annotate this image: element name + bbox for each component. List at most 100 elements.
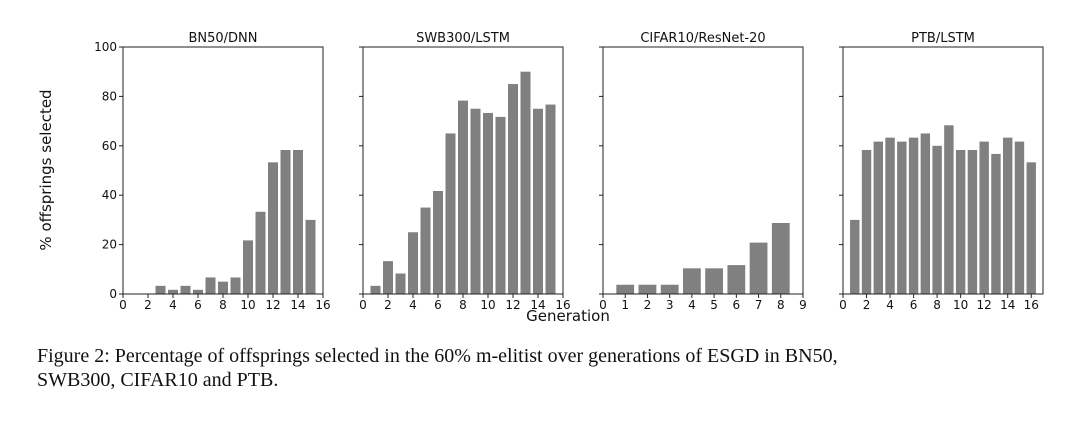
y-tick-label: 100 — [94, 40, 117, 54]
bar — [533, 108, 543, 294]
x-tick-label: 8 — [219, 298, 227, 312]
bar — [370, 285, 381, 294]
x-tick-label: 12 — [505, 298, 520, 312]
bar — [771, 222, 790, 294]
bar — [470, 108, 481, 294]
y-tick-label: 0 — [109, 287, 117, 301]
bar — [545, 104, 556, 294]
bar — [944, 125, 954, 294]
bar — [155, 285, 166, 294]
bar — [660, 284, 679, 294]
x-tick-label: 0 — [359, 298, 367, 312]
bar — [408, 232, 418, 294]
panel-title: SWB300/LSTM — [416, 31, 510, 46]
chart-panel-3: 0 1 2 3 4 5 6 7 8 9 CIFAR10/ResNet-20 — [599, 31, 807, 312]
x-tick-label: 2 — [144, 298, 152, 312]
chart-panel-1: 0 2 4 6 8 10 12 14 16 0 20 40 60 80 100 BN50/DNN — [94, 31, 331, 312]
x-tick-label: 12 — [977, 298, 992, 312]
x-tick-label: 16 — [1024, 298, 1039, 312]
y-tick-label: 40 — [102, 188, 117, 202]
x-tick-label: 4 — [169, 298, 177, 312]
x-tick-label: 6 — [910, 298, 918, 312]
x-tick-label: 8 — [459, 298, 467, 312]
x-tick-label: 10 — [953, 298, 968, 312]
axis-frame — [602, 46, 804, 295]
x-tick-label: 6 — [194, 298, 202, 312]
x-tick-label: 1 — [621, 298, 629, 312]
bar — [683, 268, 701, 294]
bar — [495, 116, 506, 295]
x-tick-label: 2 — [863, 298, 871, 312]
bar — [205, 277, 216, 294]
bar — [433, 191, 443, 294]
x-tick-label: 4 — [409, 298, 417, 312]
bar — [967, 150, 978, 294]
bar — [1014, 141, 1025, 294]
x-tick-label: 0 — [599, 298, 607, 312]
x-tick-label: 9 — [799, 298, 807, 312]
bar — [193, 289, 203, 294]
bar — [383, 261, 393, 294]
x-tick-label: 0 — [839, 298, 847, 312]
bar — [305, 219, 316, 294]
y-tick-label: 80 — [102, 89, 117, 103]
x-tick-label: 5 — [710, 298, 718, 312]
bar — [483, 112, 493, 294]
chart-panel-4: 0 2 4 6 8 10 12 14 16 PTB/LSTM — [839, 31, 1044, 312]
y-tick-label: 60 — [102, 139, 117, 153]
bar — [218, 281, 228, 294]
bar — [638, 284, 657, 294]
bar — [908, 137, 919, 294]
x-tick-label: 14 — [530, 298, 545, 312]
x-tick-label: 4 — [688, 298, 696, 312]
y-tick-label: 20 — [102, 238, 117, 252]
caption-line-1: Figure 2: Percentage of offsprings selec… — [37, 345, 838, 367]
bar — [293, 150, 303, 294]
bar — [268, 162, 278, 294]
bar — [991, 153, 1001, 294]
bar — [850, 219, 860, 294]
x-tick-label: 10 — [240, 298, 255, 312]
bar — [458, 100, 468, 294]
bar — [508, 84, 518, 294]
bar — [168, 289, 178, 294]
x-tick-label: 14 — [1000, 298, 1015, 312]
bar — [861, 150, 872, 294]
bar — [280, 150, 291, 294]
bar — [395, 273, 406, 294]
caption-line-2: SWB300, CIFAR10 and PTB. — [37, 369, 279, 391]
bar — [1003, 137, 1013, 294]
x-tick-label: 7 — [755, 298, 763, 312]
x-tick-label: 8 — [777, 298, 785, 312]
bar — [705, 268, 723, 294]
bar — [243, 240, 253, 294]
bar — [180, 285, 191, 294]
x-tick-label: 12 — [265, 298, 280, 312]
x-tick-label: 16 — [555, 298, 570, 312]
bar — [616, 284, 635, 294]
bar — [520, 71, 531, 294]
x-axis-label: Generation — [526, 307, 610, 325]
x-tick-label: 14 — [290, 298, 305, 312]
x-tick-label: 0 — [119, 298, 127, 312]
x-tick-label: 2 — [384, 298, 392, 312]
bar — [979, 141, 989, 294]
bar — [885, 137, 895, 294]
axis-frame — [842, 46, 1044, 295]
panel-title: PTB/LSTM — [911, 31, 975, 46]
bar — [420, 207, 431, 294]
bar — [445, 133, 456, 294]
y-axis-label: % offsprings selected — [37, 89, 55, 250]
bar — [955, 150, 966, 294]
x-tick-label: 8 — [933, 298, 941, 312]
bar — [920, 133, 931, 294]
bar — [255, 211, 266, 294]
bar — [749, 242, 768, 294]
bar — [1026, 162, 1036, 294]
chart-panel-2: 0 2 4 6 8 10 12 14 16 SWB300/LSTM — [359, 31, 571, 312]
bar — [727, 265, 746, 294]
bar — [230, 277, 241, 294]
panel-title: CIFAR10/ResNet-20 — [640, 31, 765, 46]
